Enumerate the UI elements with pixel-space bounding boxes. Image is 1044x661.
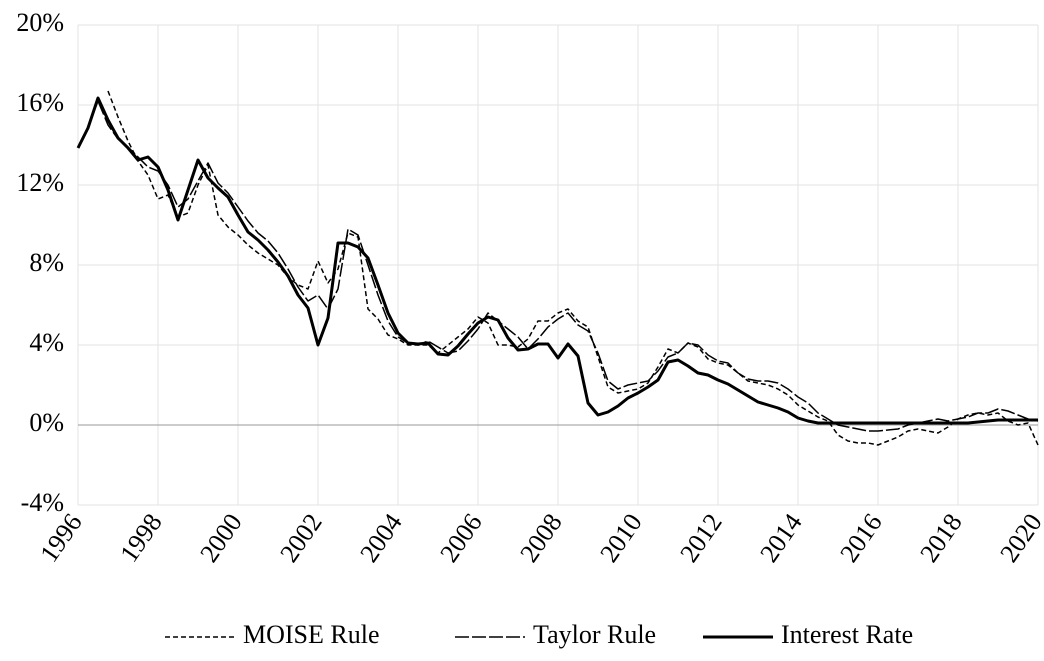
- series-line: [107, 90, 1039, 446]
- x-tick-label: 1996: [34, 508, 88, 567]
- y-tick-label: 8%: [29, 248, 64, 277]
- y-tick-label: 0%: [29, 408, 64, 437]
- x-tick-label: 2012: [674, 508, 728, 567]
- x-tick-label: 2002: [274, 508, 328, 567]
- x-tick-label: 1998: [114, 508, 168, 567]
- x-tick-label: 2014: [754, 508, 808, 567]
- x-tick-label: 2008: [514, 508, 568, 567]
- y-tick-label: 20%: [16, 8, 64, 37]
- x-tick-label: 2006: [434, 508, 488, 567]
- series-line: [76, 96, 1038, 425]
- y-tick-label: 4%: [29, 328, 64, 357]
- x-tick-label: 2004: [354, 508, 408, 567]
- legend-label: Interest Rate: [781, 620, 913, 649]
- legend-label: Taylor Rule: [533, 620, 656, 649]
- x-tick-label: 2016: [834, 508, 888, 567]
- legend-label: MOISE Rule: [243, 620, 380, 649]
- x-tick-label: 2018: [914, 508, 968, 567]
- x-tick-label: 2000: [194, 508, 248, 567]
- series-line: [77, 100, 1039, 432]
- y-tick-label: 16%: [16, 88, 64, 117]
- x-tick-label: 2020: [994, 508, 1044, 567]
- y-tick-label: 12%: [16, 168, 64, 197]
- y-tick-label: -4%: [21, 488, 64, 517]
- x-tick-label: 2010: [594, 508, 648, 567]
